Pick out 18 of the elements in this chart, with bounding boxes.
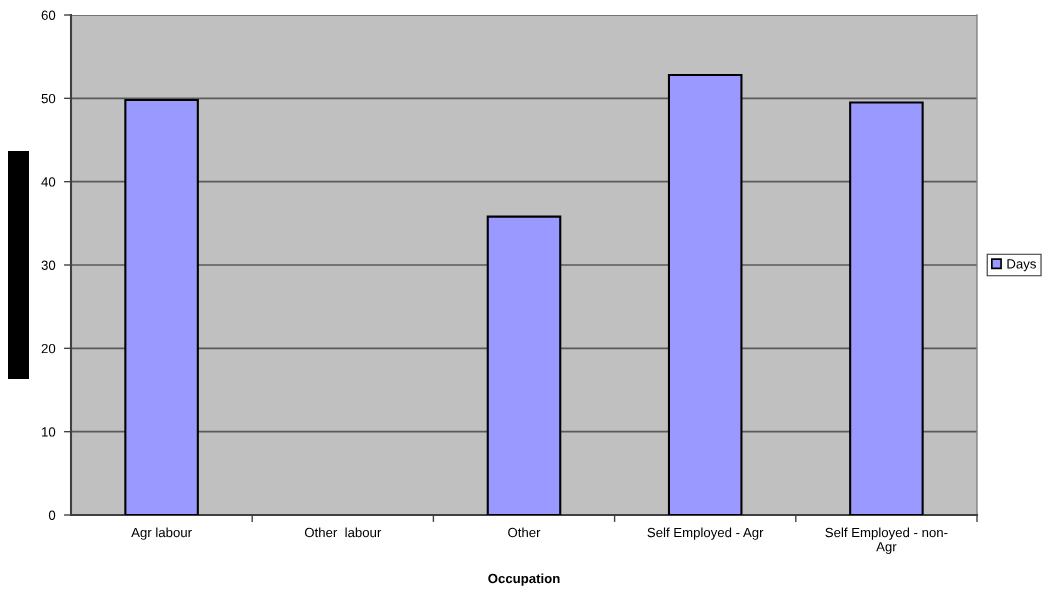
y-tick-label: 20: [41, 343, 56, 354]
y-tick-label: 40: [41, 177, 56, 187]
bar: [486, 215, 562, 515]
x-tick-label: Agr labour: [131, 527, 192, 540]
x-tick-label: Other: [508, 527, 541, 538]
bar: [667, 73, 743, 515]
x-tick-label: Self Employed - non- Agr: [825, 527, 948, 555]
y-tick-label: 60: [41, 10, 56, 20]
y-tick-label: 10: [42, 427, 56, 437]
y-tick-label: 30: [41, 260, 56, 270]
legend-label: Days: [1007, 259, 1036, 272]
bar: [124, 98, 199, 515]
y-tick-label: 0: [48, 510, 56, 520]
y-tick-label: 50: [41, 93, 56, 104]
x-axis-title: Occupation: [488, 573, 560, 586]
x-tick-label: Other labour: [304, 527, 382, 538]
bar: [849, 101, 924, 515]
x-tick-label: Self Employed - Agr: [647, 527, 764, 540]
